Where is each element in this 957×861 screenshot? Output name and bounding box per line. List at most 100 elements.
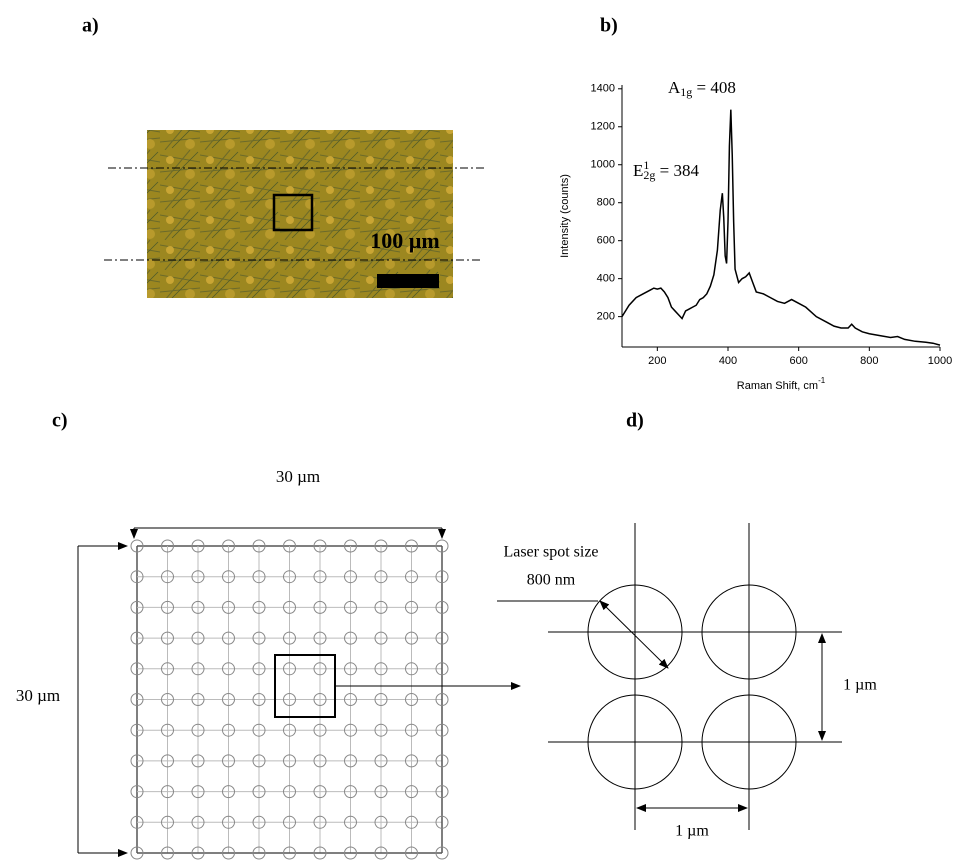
spot xyxy=(344,754,357,768)
spot xyxy=(435,754,449,768)
spot xyxy=(344,662,357,676)
panel-label: d) xyxy=(626,410,644,432)
spot-label: Laser spot size xyxy=(503,544,598,561)
spot xyxy=(344,570,357,584)
spot xyxy=(130,570,144,584)
annotation: A1g = 408 xyxy=(668,78,736,99)
spot xyxy=(374,662,388,676)
spot xyxy=(405,723,418,737)
spot xyxy=(313,600,327,614)
spot xyxy=(283,662,296,676)
spot xyxy=(283,600,296,614)
spot xyxy=(130,631,144,645)
spot xyxy=(435,600,449,614)
spot xyxy=(161,631,174,645)
y-tick-label: 1400 xyxy=(591,83,615,95)
spot xyxy=(344,785,357,799)
y-tick-label: 1000 xyxy=(591,159,615,171)
spot xyxy=(222,846,235,860)
spot xyxy=(344,631,357,645)
dimension-label: 1 µm xyxy=(675,823,709,840)
spot xyxy=(222,693,235,706)
spot xyxy=(435,631,449,645)
spot xyxy=(283,693,296,706)
spot xyxy=(130,539,144,553)
x-axis-title-sup: -1 xyxy=(818,376,826,385)
spot xyxy=(283,570,296,584)
spot xyxy=(191,754,205,768)
spot xyxy=(374,631,388,645)
spot xyxy=(374,815,388,829)
spot xyxy=(405,600,418,614)
spot xyxy=(405,785,418,799)
y-tick-label: 400 xyxy=(597,273,615,285)
y-tick-label: 800 xyxy=(597,197,615,209)
spot xyxy=(374,600,388,614)
spot xyxy=(191,723,205,737)
y-tick-label: 1200 xyxy=(591,121,615,133)
spot xyxy=(374,723,388,737)
spot xyxy=(435,846,449,860)
x-tick-label: 800 xyxy=(860,355,878,367)
panel-label: a) xyxy=(82,15,99,37)
spot xyxy=(252,662,266,676)
spot xyxy=(374,539,388,553)
spot xyxy=(405,570,418,584)
spot xyxy=(313,754,327,768)
spot xyxy=(130,723,144,737)
spot xyxy=(374,785,388,799)
dimension-arrows xyxy=(77,527,521,857)
spot xyxy=(405,754,418,768)
spot xyxy=(130,846,144,860)
spot xyxy=(435,723,449,737)
spot xyxy=(130,662,144,676)
spot xyxy=(191,600,205,614)
spot xyxy=(313,723,327,737)
spot xyxy=(222,600,235,614)
spot xyxy=(161,570,174,584)
spot-diagram xyxy=(497,523,842,830)
spot xyxy=(252,723,266,737)
spot xyxy=(313,662,327,676)
spot xyxy=(283,754,296,768)
spot xyxy=(222,631,235,645)
dimension-label: 1 µm xyxy=(843,677,877,694)
spot xyxy=(252,693,266,706)
spot xyxy=(313,785,327,799)
spot xyxy=(313,815,327,829)
spot xyxy=(222,570,235,584)
y-axis-title: Intensity (counts) xyxy=(559,174,571,258)
x-tick-label: 200 xyxy=(648,355,666,367)
spot xyxy=(374,846,388,860)
spot xyxy=(161,539,174,553)
panel-label: b) xyxy=(600,15,618,37)
spot xyxy=(191,631,205,645)
spot xyxy=(405,693,418,706)
spot xyxy=(191,570,205,584)
spot xyxy=(130,754,144,768)
x-axis-title: Raman Shift, cm-1 xyxy=(737,376,826,392)
spot xyxy=(405,846,418,860)
spot xyxy=(313,570,327,584)
spot xyxy=(313,539,327,553)
spot xyxy=(130,693,144,706)
spot xyxy=(405,631,418,645)
spot xyxy=(313,846,327,860)
dimension-label: 30 µm xyxy=(276,467,320,486)
spot xyxy=(161,662,174,676)
spot xyxy=(161,754,174,768)
spot xyxy=(161,600,174,614)
spot xyxy=(405,662,418,676)
spot xyxy=(435,570,449,584)
spot xyxy=(252,631,266,645)
spot xyxy=(344,693,357,706)
spot xyxy=(374,693,388,706)
spot xyxy=(313,631,327,645)
spot xyxy=(283,846,296,860)
spot xyxy=(283,539,296,553)
spot xyxy=(161,846,174,860)
scale-label: 100 µm xyxy=(370,228,440,253)
spot xyxy=(252,570,266,584)
spot xyxy=(130,815,144,829)
